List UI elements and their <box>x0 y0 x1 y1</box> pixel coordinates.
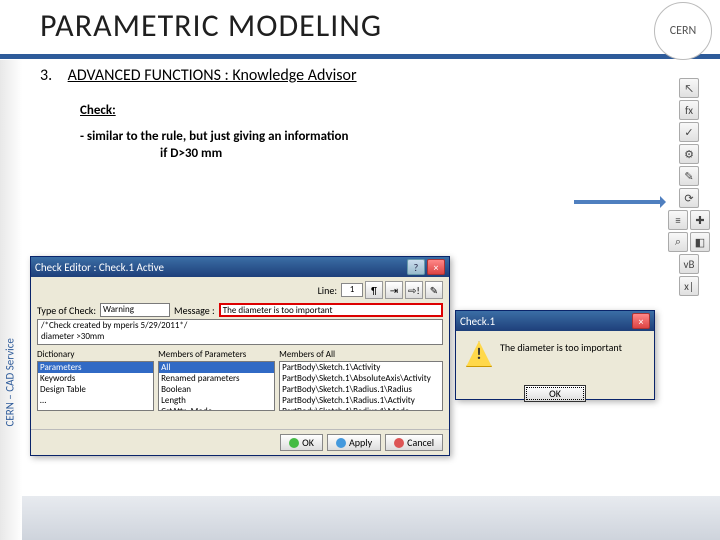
popup-ok-button[interactable]: OK <box>524 385 586 402</box>
list-item[interactable]: Keywords <box>38 373 153 384</box>
content: 3. ADVANCED FUNCTIONS : Knowledge Adviso… <box>40 66 650 161</box>
list-item[interactable]: Design Table <box>38 384 153 395</box>
params-list[interactable]: All Renamed parameters Boolean Length Cs… <box>158 361 275 411</box>
indent-icon[interactable]: ¶ <box>365 281 383 299</box>
list-item[interactable]: CstAttr_Mode <box>159 406 274 411</box>
ok-label: OK <box>302 436 314 449</box>
warning-icon: ! <box>466 341 492 367</box>
type-label: Type of Check: <box>37 304 96 317</box>
message-label: Message : <box>174 304 215 317</box>
list-item[interactable]: All <box>159 362 274 373</box>
tool-panel-icon[interactable]: ◧ <box>690 232 710 252</box>
section-number: 3. <box>40 66 64 85</box>
editor-body: Line: 1 ¶ ⇥ ⇨! ✎ Type of Check: Warning … <box>31 277 449 415</box>
dict-header: Dictionary <box>37 349 154 360</box>
message-input[interactable]: The diameter is too important <box>219 303 443 317</box>
type-select[interactable]: Warning <box>100 303 170 317</box>
tool-search-icon[interactable]: ⌕ <box>668 232 688 252</box>
list-item[interactable]: PartBody\Sketch.1\AbsoluteAxis\Activity <box>280 373 442 384</box>
popup-titlebar[interactable]: Check.1 × <box>456 311 654 331</box>
check-popup-window: Check.1 × ! The diameter is too importan… <box>455 310 655 400</box>
params-header: Members of Parameters <box>158 349 275 360</box>
tool-add-icon[interactable]: ✚ <box>690 210 710 230</box>
cancel-button[interactable]: Cancel <box>385 434 443 451</box>
slide-header: PARAMETRIC MODELING <box>0 0 720 58</box>
comment-icon[interactable]: ✎ <box>425 281 443 299</box>
list-item[interactable]: PartBody\Sketch.1\Radius.1\Mode <box>280 406 442 411</box>
tool-refresh-icon[interactable]: ⟳ <box>679 188 699 208</box>
editor-toolbar: Line: 1 ¶ ⇥ ⇨! ✎ <box>37 281 443 299</box>
line-label: Line: <box>318 284 337 297</box>
slide-title: PARAMETRIC MODELING <box>40 6 700 45</box>
list-item[interactable]: PartBody\Sketch.1\Activity <box>280 362 442 373</box>
line-number[interactable]: 1 <box>341 283 363 297</box>
tool-edit-icon[interactable]: ✎ <box>679 166 699 186</box>
ok-icon <box>289 438 299 448</box>
code-line-2: diameter >30mm <box>41 332 439 343</box>
tool-gear-icon[interactable]: ⚙ <box>679 144 699 164</box>
tool-check-icon[interactable]: ✓ <box>679 122 699 142</box>
right-toolbar: ↖ fx ✓ ⚙ ✎ ⟳ ≡ ✚ ⌕ ◧ vB x| <box>666 78 712 296</box>
section-title: ADVANCED FUNCTIONS : Knowledge Advisor <box>68 66 357 85</box>
popup-button-row: OK <box>456 385 654 402</box>
popup-close-button[interactable]: × <box>632 313 650 329</box>
section-subhead: Check: <box>80 103 650 118</box>
popup-body: ! The diameter is too important <box>456 331 654 377</box>
run-icon[interactable]: ⇨! <box>405 281 423 299</box>
list-item[interactable]: Length <box>159 395 274 406</box>
title-underline <box>0 54 720 58</box>
code-editor[interactable]: /*Check created by mperis 5/29/2011*/ di… <box>37 319 443 345</box>
editor-button-row: OK Apply Cancel <box>31 429 449 455</box>
editor-titlebar[interactable]: Check Editor : Check.1 Active ? × <box>31 257 449 277</box>
popup-title: Check.1 <box>460 315 495 328</box>
list-item[interactable]: Parameters <box>38 362 153 373</box>
apply-icon <box>336 438 346 448</box>
bullet-indent: if D>30 mm <box>160 146 650 161</box>
tool-select-icon[interactable]: ↖ <box>679 78 699 98</box>
close-button[interactable]: × <box>427 259 445 275</box>
tool-vb-icon[interactable]: vB <box>679 254 699 274</box>
list-item[interactable]: PartBody\Sketch.1\Radius.1\Radius <box>280 384 442 395</box>
all-header: Members of All <box>279 349 443 360</box>
tool-list-icon[interactable]: ≡ <box>668 210 688 230</box>
tool-excel-icon[interactable]: x| <box>679 276 699 296</box>
cern-logo-text: CERN <box>670 24 697 38</box>
cancel-label: Cancel <box>407 436 434 449</box>
bullet-text: - similar to the rule, but just giving a… <box>80 128 650 146</box>
help-button[interactable]: ? <box>407 259 425 275</box>
left-sidebar: CERN – CAD Service <box>0 60 22 540</box>
goto-icon[interactable]: ⇥ <box>385 281 403 299</box>
apply-label: Apply <box>349 436 372 449</box>
popup-text: The diameter is too important <box>500 341 622 354</box>
cancel-icon <box>394 438 404 448</box>
check-editor-window: Check Editor : Check.1 Active ? × Line: … <box>30 256 450 456</box>
list-item[interactable]: Boolean <box>159 384 274 395</box>
pointer-arrow <box>574 200 664 204</box>
left-sidebar-label: CERN – CAD Service <box>4 307 17 427</box>
lists-area: Dictionary Parameters Keywords Design Ta… <box>37 349 443 411</box>
list-item[interactable]: PartBody\Sketch.1\Radius.1\Activity <box>280 395 442 406</box>
list-item[interactable]: Renamed parameters <box>159 373 274 384</box>
all-list[interactable]: PartBody\Sketch.1\Activity PartBody\Sket… <box>279 361 443 411</box>
ok-button[interactable]: OK <box>280 434 323 451</box>
list-item[interactable]: … <box>38 395 153 406</box>
editor-title: Check Editor : Check.1 Active <box>35 261 164 274</box>
footer-decoration <box>22 496 720 540</box>
dict-list[interactable]: Parameters Keywords Design Table … <box>37 361 154 411</box>
cern-logo: CERN <box>654 2 712 60</box>
apply-button[interactable]: Apply <box>327 434 381 451</box>
tool-formula-icon[interactable]: fx <box>679 100 699 120</box>
